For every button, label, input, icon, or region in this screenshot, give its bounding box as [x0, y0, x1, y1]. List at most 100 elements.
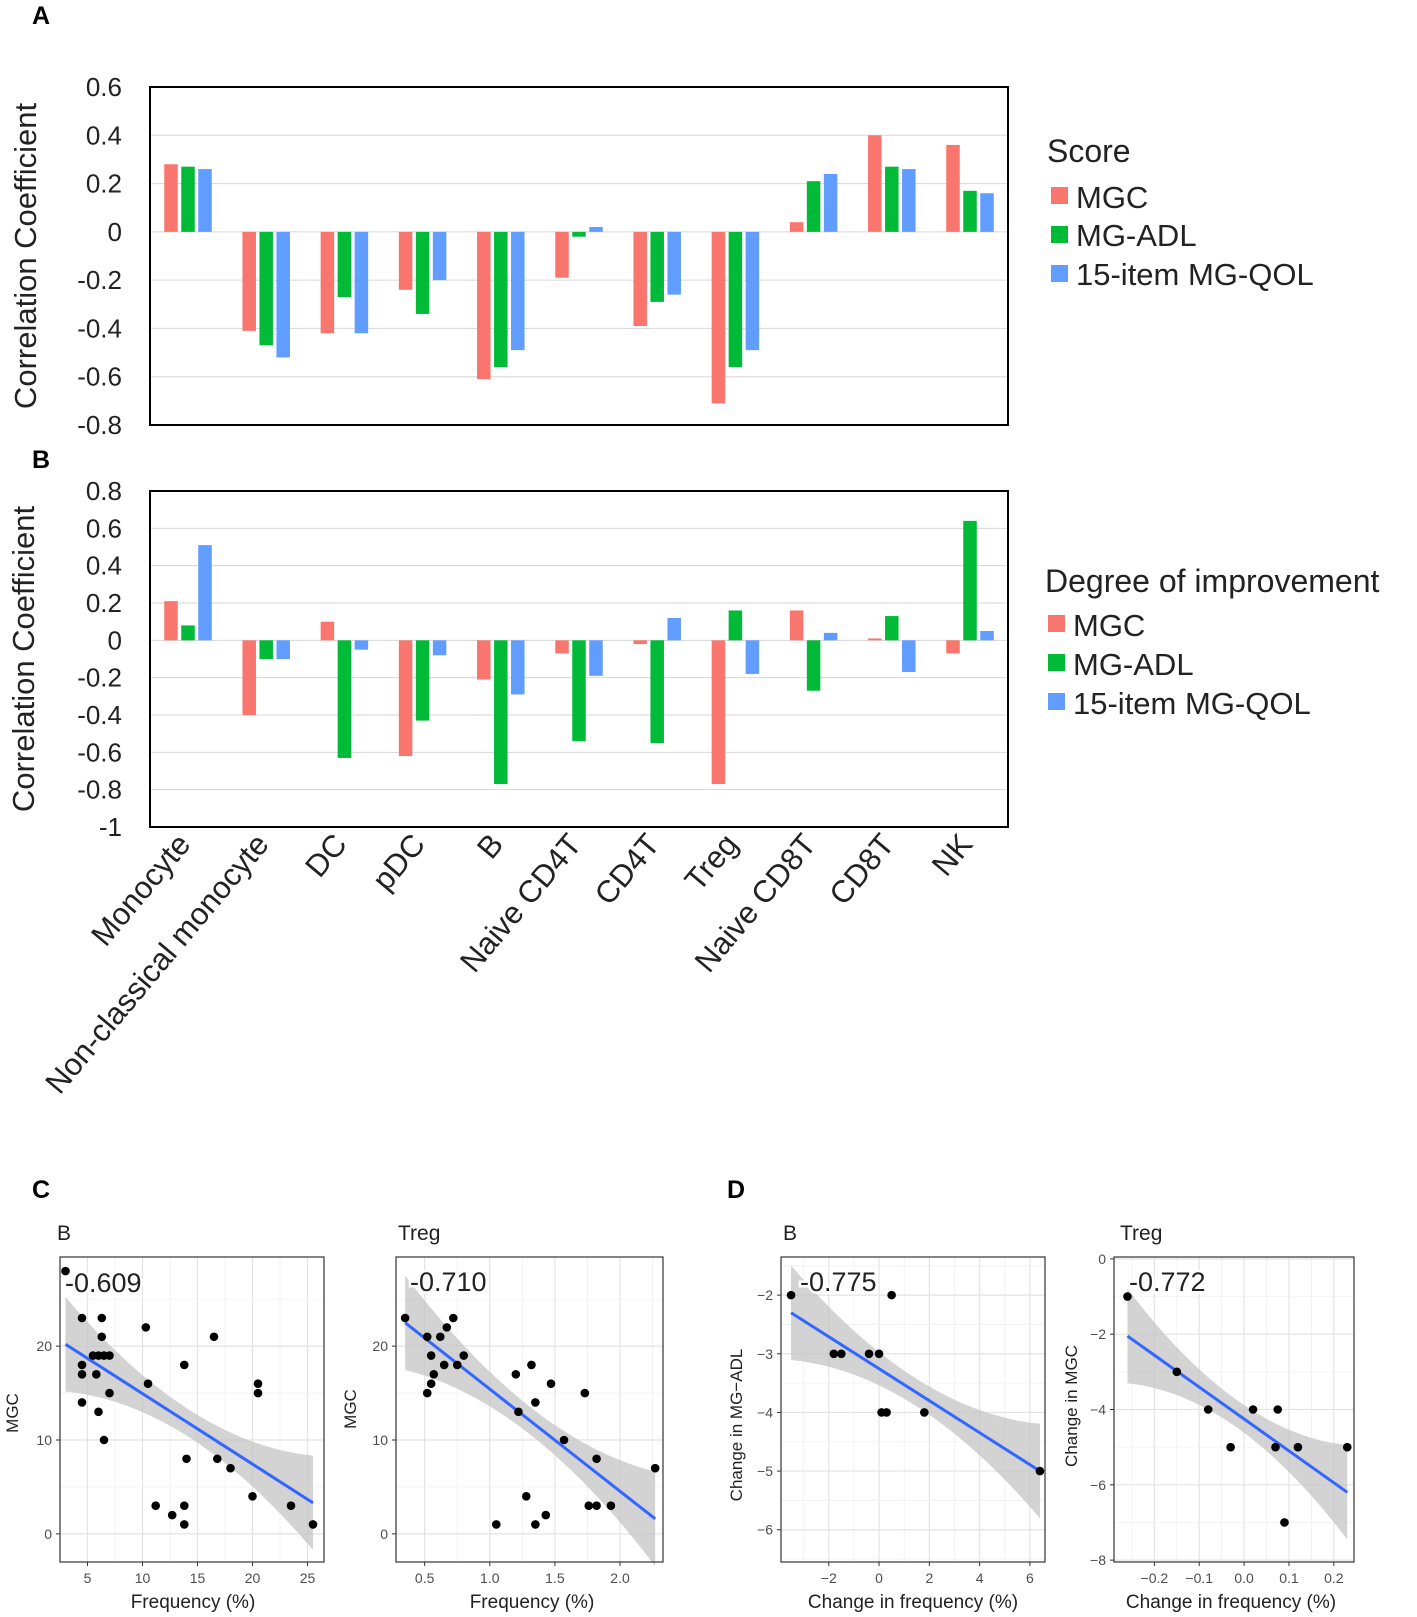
bar-mg-adl-cd4t	[650, 231, 664, 302]
bar-mgc-cd4t	[633, 231, 647, 327]
bar-mg-adl-dc	[337, 231, 352, 298]
scatter-title: B	[57, 1222, 71, 1245]
scatter-y-axis-label: Change in MGC	[1062, 1345, 1081, 1467]
scatter-title: B	[783, 1222, 797, 1245]
panel-b-label: B	[32, 446, 50, 474]
bar-mgc-naive-cd4t	[555, 640, 569, 654]
x-tick-label: 20	[245, 1570, 261, 1586]
scatter-plot-frame	[59, 1256, 325, 1563]
data-point	[180, 1520, 189, 1529]
x-tick-label: 5	[84, 1570, 92, 1586]
scatter-plot-area: 0.5 1.0 1.5 2.0 0 10 20	[372, 1256, 664, 1586]
data-point	[422, 1332, 432, 1342]
panel-c-label: C	[32, 1176, 50, 1204]
data-point	[650, 1463, 660, 1473]
x-tick-label: 4	[976, 1570, 984, 1586]
data-point	[874, 1349, 884, 1359]
bar-15-item-mg-qol-monocyte	[198, 545, 212, 641]
bar-mgc-b	[477, 231, 491, 380]
data-point	[167, 1510, 177, 1520]
scatter-plot-area: −0.2 −0.1 0.0 0.1 0.2 −8 −6 −4 −2 0	[1090, 1251, 1355, 1586]
y-tick-label: 0.6	[86, 513, 122, 543]
data-point	[531, 1520, 540, 1529]
panel-b-legend-label-mgc: MGC	[1073, 608, 1145, 643]
data-point	[422, 1388, 432, 1398]
y-tick-label: −4	[757, 1404, 773, 1420]
bar-mg-adl-treg	[728, 610, 743, 641]
y-tick-label: −5	[757, 1463, 773, 1479]
y-tick-label: -0.4	[77, 313, 122, 343]
scatter-x-axis-label: Change in frequency (%)	[1126, 1592, 1336, 1613]
data-point	[143, 1379, 153, 1388]
y-tick-label: 0.4	[86, 551, 122, 581]
y-tick-label: 10	[36, 1432, 52, 1448]
panel-a-label: A	[32, 2, 50, 30]
y-tick-label: -0.8	[77, 410, 122, 440]
bar-15-item-mg-qol-nk	[980, 193, 994, 232]
data-point	[1035, 1466, 1045, 1476]
bar-mg-adl-non-classical-monocyte	[259, 640, 273, 659]
bar-mgc-cd8t	[868, 638, 882, 641]
data-point	[77, 1313, 87, 1323]
x-tick-label: 0.1	[1279, 1570, 1299, 1586]
data-point	[426, 1379, 436, 1388]
data-point	[105, 1351, 114, 1360]
bar-mgc-non-classical-monocyte	[242, 231, 256, 331]
panel-b-legend-title: Degree of improvement	[1045, 563, 1379, 599]
data-point	[1203, 1405, 1213, 1414]
y-tick-label: 0	[44, 1526, 52, 1542]
data-point	[592, 1501, 601, 1510]
y-tick-label: 20	[36, 1338, 52, 1354]
data-point	[439, 1360, 449, 1370]
panel-d-b-scatter: −2 0 2 4 6 −6 −5 −4 −3 −2 B Change in frequency (…	[727, 1222, 1046, 1613]
data-point	[77, 1370, 87, 1379]
x-tick-label: 2	[925, 1570, 933, 1586]
data-point	[248, 1492, 257, 1501]
y-tick-label: 0	[108, 217, 122, 247]
scatter-x-axis-label: Frequency (%)	[470, 1592, 595, 1613]
y-tick-label: 0	[380, 1526, 388, 1542]
bar-mgc-pdc	[398, 640, 413, 757]
bar-mg-adl-b	[494, 640, 508, 785]
regression-line	[404, 1321, 657, 1521]
bar-15-item-mg-qol-non-classical-monocyte	[276, 640, 290, 659]
data-point	[592, 1454, 601, 1464]
bar-mgc-cd8t	[868, 135, 882, 232]
panel-a: A -0.8 -0.6 -0.4 -0.2 0 0.2 0.4 0.6 Correlation…	[8, 2, 1314, 440]
bar-15-item-mg-qol-b	[511, 640, 525, 695]
y-tick-label: 0.4	[86, 120, 122, 150]
data-point	[786, 1290, 796, 1300]
panel-a-legend-label-mg-adl: MG-ADL	[1076, 218, 1197, 253]
data-point	[426, 1351, 436, 1360]
x-tick-label: 6	[1026, 1570, 1034, 1586]
bar-15-item-mg-qol-naive-cd4t	[589, 640, 603, 676]
data-point	[442, 1323, 452, 1332]
scatter-correlation-annotation: -0.772	[1129, 1267, 1206, 1297]
y-tick-label: 20	[372, 1338, 388, 1354]
data-point	[920, 1408, 929, 1417]
bar-mg-adl-non-classical-monocyte	[259, 231, 273, 346]
panel-a-plot-frame	[149, 86, 1009, 426]
data-point	[99, 1435, 109, 1445]
panel-a-bars	[164, 135, 994, 404]
x-tick-label: 1.5	[545, 1570, 565, 1586]
bar-mgc-monocyte	[164, 601, 178, 641]
data-point	[141, 1323, 151, 1332]
panel-b-legend-swatch-mgc	[1048, 615, 1065, 632]
y-tick-label: 10	[372, 1432, 388, 1448]
x-tick-label: 0.0	[1234, 1570, 1254, 1586]
panel-b-y-axis-label: Correlation Coefficient	[6, 506, 41, 813]
y-tick-label: -0.2	[77, 663, 122, 693]
bar-15-item-mg-qol-monocyte	[198, 169, 212, 232]
data-point	[180, 1501, 189, 1510]
bar-15-item-mg-qol-nk	[980, 631, 994, 641]
panel-d-label: D	[727, 1176, 745, 1204]
panel-a-legend-label-mgc: MGC	[1076, 180, 1148, 215]
data-point	[1123, 1292, 1132, 1301]
bar-15-item-mg-qol-cd4t	[667, 617, 681, 641]
bar-mg-adl-treg	[728, 231, 743, 368]
panel-a-legend: Score MGC MG-ADL 15-item MG-QOL	[1047, 133, 1314, 292]
scatter-y-axis-label: MGC	[3, 1393, 22, 1433]
x-tick-label: 15	[190, 1570, 206, 1586]
data-point	[546, 1379, 556, 1388]
